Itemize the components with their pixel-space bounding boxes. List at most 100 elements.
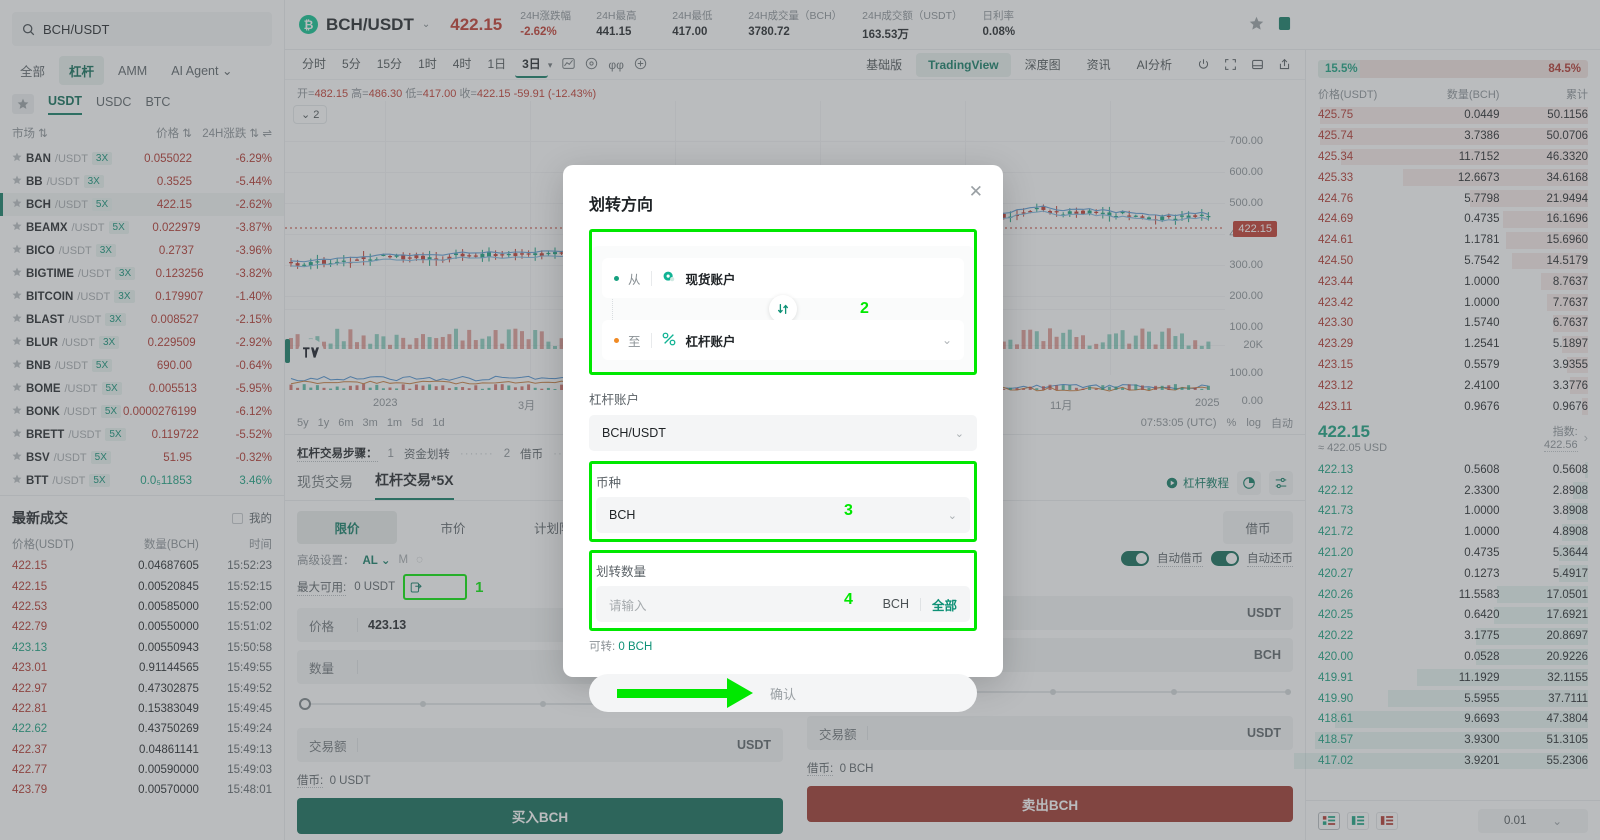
market-row[interactable]: BCH/USDT 5X 422.15 -2.62%: [0, 193, 284, 216]
borrow-button[interactable]: 借币: [1223, 511, 1293, 544]
my-trades-filter[interactable]: 我的: [232, 510, 272, 526]
buy-total-field[interactable]: 交易额 USDT: [297, 728, 783, 762]
range-1y[interactable]: 1y: [317, 417, 330, 429]
header-price[interactable]: 价格 ⇅: [156, 128, 192, 140]
market-row[interactable]: BRETT/USDT 5X 0.119722 -5.52%: [0, 423, 284, 446]
market-row[interactable]: BEAMX/USDT 5X 0.022979 -3.87%: [0, 216, 284, 239]
range-5y[interactable]: 5y: [297, 417, 309, 429]
sell-total-field[interactable]: 交易额 USDT: [807, 716, 1293, 750]
orderbook-row[interactable]: 421.73 1.0000 3.8908: [1306, 501, 1600, 522]
currency-usdc[interactable]: USDC: [96, 94, 132, 109]
orderbook-row[interactable]: 422.13 0.5608 0.5608: [1306, 460, 1600, 481]
orderbook-row[interactable]: 423.11 0.9676 0.9676: [1306, 396, 1600, 417]
header-change[interactable]: 24H涨跌 ⇅ ⇌: [202, 128, 272, 140]
log-toggle[interactable]: log: [1246, 417, 1261, 429]
market-row[interactable]: BSV/USDT 5X 51.95 -0.32%: [0, 446, 284, 469]
chart-view-基础版[interactable]: 基础版: [866, 58, 903, 72]
star-icon[interactable]: [12, 313, 22, 326]
confirm-button[interactable]: 确认: [589, 674, 977, 712]
timeframe-分时[interactable]: 分时: [302, 57, 327, 71]
percent-toggle[interactable]: %: [1226, 417, 1237, 429]
star-icon[interactable]: [12, 290, 22, 303]
orderbook-row[interactable]: 423.12 2.4100 3.3776: [1306, 375, 1600, 396]
target-icon[interactable]: [585, 57, 598, 73]
transfer-button-highlight[interactable]: [403, 574, 468, 600]
tab-margin[interactable]: 杠杆交易*5X: [375, 470, 454, 500]
swap-vertical-icon[interactable]: [769, 295, 797, 323]
star-icon[interactable]: [12, 221, 22, 234]
star-icon[interactable]: [12, 336, 22, 349]
add-icon[interactable]: [634, 57, 647, 73]
orderbook-row[interactable]: 420.26 11.5583 17.0501: [1306, 584, 1600, 605]
range-1m[interactable]: 1m: [386, 417, 403, 429]
orderbook-row[interactable]: 422.12 2.3300 2.8908: [1306, 480, 1600, 501]
star-icon[interactable]: [1249, 16, 1264, 34]
settings-sliders-icon[interactable]: [1269, 471, 1293, 495]
category-margin[interactable]: 杠杆: [59, 56, 105, 85]
orderbook-row[interactable]: 421.72 1.0000 4.8908: [1306, 522, 1600, 543]
range-1d[interactable]: 1d: [432, 417, 445, 429]
timeframe-4时[interactable]: 4时: [452, 57, 472, 71]
market-row[interactable]: BICO/USDT 3X 0.2737 -3.96%: [0, 239, 284, 262]
star-icon[interactable]: [12, 198, 22, 211]
zoom-level-pill[interactable]: ⌄ 2: [293, 105, 328, 124]
fullscreen-icon[interactable]: [1219, 54, 1241, 76]
market-row[interactable]: BLAST/USDT 3X 0.008527 -2.15%: [0, 308, 284, 331]
star-icon[interactable]: [12, 405, 22, 418]
coin-select[interactable]: BCH ⌄: [596, 497, 970, 533]
view-bids-icon[interactable]: [1347, 811, 1369, 830]
orderbook-row[interactable]: 419.91 11.1929 32.1155: [1306, 667, 1600, 688]
chart-view-TradingView[interactable]: TradingView: [916, 52, 1011, 77]
range-5d[interactable]: 5d: [411, 417, 424, 429]
category-all[interactable]: 全部: [20, 65, 46, 79]
orderbook-row[interactable]: 423.42 1.0000 7.7637: [1306, 292, 1600, 313]
search-input[interactable]: BCH/USDT: [12, 12, 272, 46]
buy-button[interactable]: 买入BCH: [297, 798, 783, 834]
share-icon[interactable]: [1273, 54, 1295, 76]
market-row[interactable]: BIGTIME/USDT 3X 0.123256 -3.82%: [0, 262, 284, 285]
market-list[interactable]: BAN/USDT 3X 0.055022 -6.29% BB/USDT 3X 0.3525-…: [0, 147, 284, 491]
orderbook-row[interactable]: 417.02 3.9201 55.2306: [1294, 751, 1600, 772]
orderbook-row[interactable]: 423.29 1.2541 5.1897: [1306, 334, 1600, 355]
orderbook-row[interactable]: 423.30 1.5740 6.7637: [1306, 313, 1600, 334]
order-type-market[interactable]: 市价: [440, 522, 466, 536]
orderbook-row[interactable]: 423.15 0.5579 3.9355: [1306, 355, 1600, 376]
currency-btc[interactable]: BTC: [145, 94, 171, 109]
favorites-star-icon[interactable]: [12, 94, 34, 114]
star-icon[interactable]: [12, 474, 22, 487]
chevron-right-icon[interactable]: ›: [1583, 430, 1588, 446]
category-ai-agent[interactable]: AI Agent ⌄: [171, 64, 233, 78]
timeframe-1时[interactable]: 1时: [418, 57, 437, 71]
margin-tutorial-link[interactable]: 杠杆教程: [1166, 475, 1229, 491]
close-icon[interactable]: ✕: [968, 182, 983, 201]
orderbook-row[interactable]: 419.90 5.5955 37.7111: [1306, 688, 1600, 709]
currency-usdt[interactable]: USDT: [48, 94, 83, 115]
market-row[interactable]: BTT/USDT 5X 0.0₅11853 3.46%: [0, 469, 284, 491]
header-market[interactable]: 市场 ⇅: [12, 128, 48, 140]
orderbook-row[interactable]: 425.34 11.7152 46.3320: [1306, 147, 1600, 168]
power-icon[interactable]: [1192, 54, 1214, 76]
star-icon[interactable]: [12, 152, 22, 165]
orderbook-row[interactable]: 424.69 0.4735 16.1696: [1306, 209, 1600, 230]
auto-toggle[interactable]: 自动: [1271, 418, 1293, 430]
market-row[interactable]: BB/USDT 3X 0.3525 -5.44%: [0, 170, 284, 193]
market-row[interactable]: BONK/USDT 5X 0.0000276199 -6.12%: [0, 400, 284, 423]
orderbook-row[interactable]: 425.74 3.7386 50.0706: [1306, 126, 1600, 147]
star-icon[interactable]: [12, 267, 22, 280]
star-icon[interactable]: [12, 175, 22, 188]
tick-size-select[interactable]: 0.01 ⌄: [1478, 808, 1588, 833]
orderbook-row[interactable]: 420.22 3.1775 20.8697: [1306, 626, 1600, 647]
market-row[interactable]: BAN/USDT 3X 0.055022 -6.29%: [0, 147, 284, 170]
view-asks-icon[interactable]: [1376, 811, 1398, 830]
tab-spot[interactable]: 现货交易: [297, 474, 353, 490]
auto-borrow-toggle[interactable]: [1121, 551, 1149, 566]
star-icon[interactable]: [12, 382, 22, 395]
order-type-limit[interactable]: 限价: [297, 511, 397, 544]
timeframe-5分[interactable]: 5分: [342, 57, 361, 71]
indicator-icon[interactable]: [562, 57, 576, 73]
range-6m[interactable]: 6m: [338, 417, 354, 429]
chart-view-深度图[interactable]: 深度图: [1024, 58, 1061, 72]
star-icon[interactable]: [12, 428, 22, 441]
pair-selector[interactable]: ₿ BCH/USDT ⌄: [299, 15, 430, 35]
star-icon[interactable]: [12, 244, 22, 257]
